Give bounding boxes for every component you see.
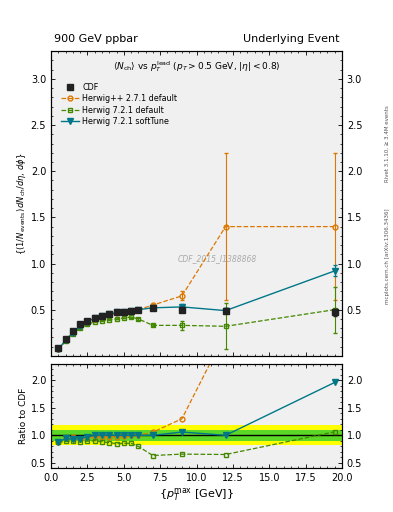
Text: Underlying Event: Underlying Event [242, 34, 339, 44]
X-axis label: $\{p_T^\mathrm{max}$ [GeV]$\}$: $\{p_T^\mathrm{max}$ [GeV]$\}$ [159, 486, 234, 503]
Y-axis label: $\{(1/N_\mathrm{events})\,dN_\mathrm{ch}/d\eta,\,d\phi\}$: $\{(1/N_\mathrm{events})\,dN_\mathrm{ch}… [15, 152, 28, 255]
Text: 900 GeV ppbar: 900 GeV ppbar [54, 34, 138, 44]
Legend: CDF, Herwig++ 2.7.1 default, Herwig 7.2.1 default, Herwig 7.2.1 softTune: CDF, Herwig++ 2.7.1 default, Herwig 7.2.… [58, 79, 180, 130]
Text: CDF_2015_I1388868: CDF_2015_I1388868 [177, 254, 257, 263]
Text: $\langle N_\mathrm{ch}\rangle$ vs $p_T^\mathrm{lead}$ ($p_T > 0.5$ GeV, $|\eta| : $\langle N_\mathrm{ch}\rangle$ vs $p_T^\… [113, 59, 280, 74]
Text: mcplots.cern.ch [arXiv:1306.3436]: mcplots.cern.ch [arXiv:1306.3436] [385, 208, 390, 304]
Y-axis label: Ratio to CDF: Ratio to CDF [19, 388, 28, 444]
Text: Rivet 3.1.10, ≥ 3.4M events: Rivet 3.1.10, ≥ 3.4M events [385, 105, 390, 182]
